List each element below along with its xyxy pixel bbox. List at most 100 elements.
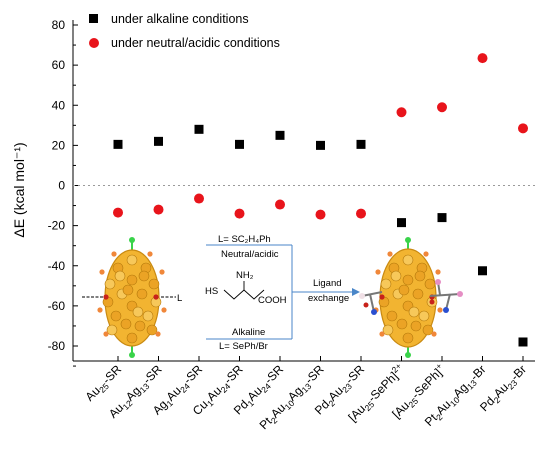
data-point-neutral-acidic [477, 53, 488, 64]
data-point-alkaline [316, 140, 325, 150]
arrow-label-exchange: exchange [308, 293, 349, 304]
y-tick-label: 0 [58, 179, 65, 193]
cluster-ligand-atom [103, 331, 109, 337]
x-ticks [117, 356, 524, 361]
cluster-atom [402, 274, 414, 286]
x-tick-labels: Au25-SRAu12Ag13-SRAg1Au24-SRCu1Au24-SRPd… [83, 361, 530, 432]
left-cluster-end-label: L [177, 293, 182, 304]
bottom-condition-label: Alkaline [232, 327, 265, 338]
cluster-atom [424, 278, 436, 290]
x-tick-label: Au25-SR [83, 362, 126, 405]
cluster-atom [134, 320, 146, 332]
legend: under alkaline conditions under neutral/… [89, 12, 280, 50]
cluster-atom [402, 332, 414, 344]
cysteine-cooh: COOH [258, 295, 287, 306]
cysteine-nh2: NH₂ [236, 270, 254, 281]
cluster-atom [126, 274, 138, 286]
ligand-atom [443, 307, 449, 313]
data-point-neutral-acidic [437, 102, 447, 113]
cluster-atom [126, 254, 138, 266]
bottom-ligand-label: L= SePh/Br [219, 341, 268, 352]
data-point-neutral-acidic [113, 207, 123, 218]
cluster-ligand-atom [161, 307, 167, 313]
data-point-alkaline [518, 337, 528, 347]
right-cluster-ligands-right [429, 279, 463, 313]
data-point-neutral-acidic [356, 208, 366, 219]
y-tick-label: 60 [52, 58, 66, 72]
top-ligand-label: L= SC₂H₄Ph [218, 234, 271, 245]
data-point-alkaline [235, 139, 244, 149]
cluster-atom [138, 270, 150, 282]
y-tick-label: -80 [48, 339, 66, 353]
cluster-atom [418, 310, 430, 322]
top-condition-label: Neutral/acidic [221, 249, 279, 260]
cluster-ligand-atom [147, 251, 153, 257]
data-point-neutral-acidic [194, 193, 204, 204]
cluster-atom [380, 278, 392, 290]
y-ticks: 80 60 40 20 0 -20 -40 -60 -80 [48, 18, 78, 367]
ligand-atom [371, 309, 377, 315]
y-tick-label: 80 [52, 18, 66, 32]
ligand-atom [435, 279, 441, 285]
cluster-ligand-atom [437, 307, 443, 313]
data-point-neutral-acidic [518, 123, 528, 134]
cluster-atom [142, 310, 154, 322]
data-point-neutral-acidic [315, 209, 326, 220]
ligand-exchange-inset: L L= SC₂H₄Ph Neutral/acidic Alkaline L= … [82, 234, 463, 358]
cluster-ligand-atom [431, 331, 437, 337]
cluster-atom [382, 324, 394, 336]
y-tick-label: 40 [52, 98, 66, 112]
arrow-head [352, 288, 360, 296]
cluster-atom [408, 306, 420, 318]
cluster-atom [106, 324, 118, 336]
arrow-label-ligand: Ligand [313, 278, 342, 289]
left-cluster-atoms [97, 251, 167, 344]
right-cluster-atoms [373, 251, 443, 344]
ligand-atom [359, 293, 365, 299]
data-point-neutral-acidic [275, 199, 285, 210]
cluster-ligand-atom [375, 269, 381, 275]
cluster-atom [414, 270, 426, 282]
cluster-atom [146, 324, 158, 336]
cluster-atom [402, 254, 414, 266]
cluster-atom [122, 284, 134, 296]
cluster-ligand-atom [387, 251, 393, 257]
left-cluster-top-atom [129, 237, 135, 243]
cluster-ligand-atom [99, 269, 105, 275]
cluster-atom [410, 320, 422, 332]
legend-marker-alkaline [89, 14, 98, 23]
cluster-atom [132, 306, 144, 318]
data-point-alkaline [113, 139, 123, 149]
right-cluster-top-atom [405, 237, 411, 243]
right-cluster-bottom-atom [405, 352, 411, 358]
cluster-ligand-atom [111, 251, 117, 257]
ligand-atom [457, 291, 463, 297]
y-axis-title: ΔE (kcal mol⁻¹) [11, 142, 27, 237]
cluster-atom [120, 318, 132, 330]
data-point-alkaline [397, 218, 406, 228]
cysteine-hs: HS [205, 286, 218, 297]
cluster-atom [390, 270, 402, 282]
cysteine-structure: NH₂ HS COOH [205, 270, 287, 306]
cluster-ligand-atom [435, 269, 441, 275]
legend-label-alkaline: under alkaline conditions [111, 12, 249, 26]
ligand-atom [363, 302, 369, 308]
cluster-atom [396, 318, 408, 330]
cluster-atom [114, 270, 126, 282]
y-tick-label: -60 [48, 299, 66, 313]
ligand-atom [429, 299, 435, 305]
cluster-atom [386, 310, 398, 322]
cluster-atom [398, 284, 410, 296]
y-tick-label: -40 [48, 259, 66, 273]
cluster-atom [126, 332, 138, 344]
data-point-alkaline [154, 136, 163, 146]
right-cluster-image [359, 237, 463, 358]
data-series [113, 53, 528, 347]
left-cluster-image: L [82, 237, 182, 358]
cluster-atom [136, 288, 148, 300]
data-point-alkaline [437, 213, 447, 223]
cluster-atom [110, 310, 122, 322]
condition-bracket: L= SC₂H₄Ph Neutral/acidic Alkaline L= Se… [206, 234, 360, 352]
ligand-stick [361, 291, 383, 297]
